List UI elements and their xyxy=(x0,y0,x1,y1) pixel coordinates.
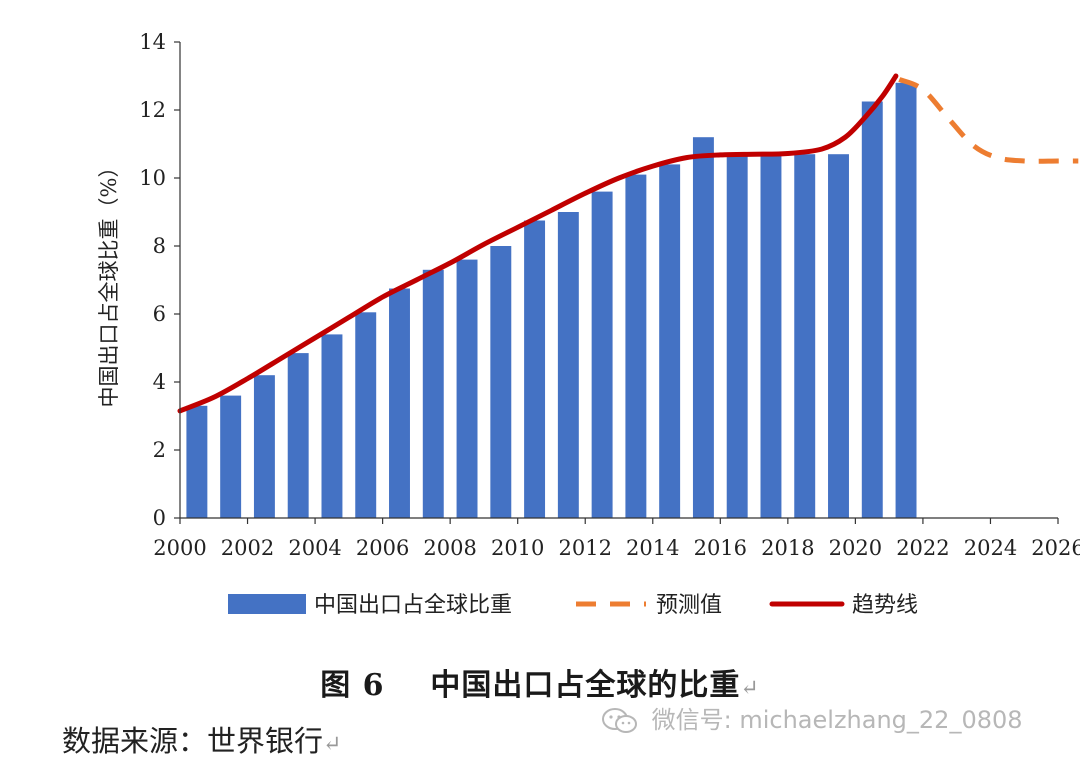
bar-2018 xyxy=(794,154,816,518)
x-tick-label: 2006 xyxy=(356,536,409,560)
bar-2015 xyxy=(692,137,714,518)
x-tick-label: 2018 xyxy=(761,536,814,560)
y-axis-label: 中国出口占全球比重（%） xyxy=(97,157,121,408)
bar-2021 xyxy=(895,82,917,519)
x-tick-label: 2014 xyxy=(626,536,679,560)
watermark: 微信号: michaelzhang_22_0808 xyxy=(600,700,1023,735)
y-axis: 0 2 4 6 8 10 12 14 xyxy=(139,30,181,530)
y-tick-label: 0 xyxy=(153,506,166,530)
legend-label: 中国出口占全球比重 xyxy=(314,593,512,618)
watermark-text: 微信号: michaelzhang_22_0808 xyxy=(651,706,1023,734)
x-tick-label: 2004 xyxy=(288,536,341,560)
wechat-icon xyxy=(602,708,637,733)
forecast-line xyxy=(898,77,1079,164)
x-tick-label: 2016 xyxy=(694,536,747,560)
bar-2001 xyxy=(220,395,242,518)
x-tick-label: 2000 xyxy=(153,536,206,560)
figure-number: 图 6 xyxy=(320,668,385,703)
bar-2020 xyxy=(861,101,883,518)
data-source: 数据来源：世界银行↵ xyxy=(62,718,341,760)
x-tick-label: 2022 xyxy=(896,536,949,560)
bar-2010 xyxy=(524,220,546,518)
y-tick-label: 6 xyxy=(153,302,166,326)
bar-2016 xyxy=(726,154,748,518)
bar-2007 xyxy=(422,269,444,518)
bar-2019 xyxy=(828,154,849,518)
bar-2017 xyxy=(760,154,782,518)
x-tick-label: 2012 xyxy=(559,536,612,560)
bar-2005 xyxy=(355,312,377,518)
figure-title: 中国出口占全球的比重 xyxy=(430,668,741,703)
y-tick-label: 12 xyxy=(139,98,166,122)
bar-2014 xyxy=(659,164,681,518)
x-tick-label: 2026 xyxy=(1031,536,1080,560)
x-axis: 2000 2002 2004 2006 2008 2010 2012 2014 2016 2018… xyxy=(153,517,1080,560)
x-tick-label: 2020 xyxy=(829,536,882,560)
legend-label: 趋势线 xyxy=(852,593,918,618)
return-mark: ↵ xyxy=(323,732,342,757)
bar-2002 xyxy=(253,375,275,518)
y-tick-label: 14 xyxy=(139,30,166,54)
y-tick-label: 4 xyxy=(153,370,166,394)
legend: 中国出口占全球比重 预测值 趋势线 xyxy=(228,593,918,618)
bar-2004 xyxy=(321,334,343,518)
bar-2006 xyxy=(389,288,410,518)
bar-2013 xyxy=(625,174,647,518)
bar-2011 xyxy=(557,212,579,518)
y-tick-label: 2 xyxy=(153,438,166,462)
return-mark: ↵ xyxy=(740,676,760,701)
x-tick-label: 2002 xyxy=(221,536,274,560)
legend-swatch-bar xyxy=(228,594,306,614)
y-tick-label: 10 xyxy=(139,166,166,190)
plot-area xyxy=(177,73,1079,519)
y-tick-label: 8 xyxy=(153,234,166,258)
figure-caption: 图 6 中国出口占全球的比重↵ xyxy=(0,660,1080,704)
x-tick-label: 2010 xyxy=(491,536,544,560)
data-source-text: 数据来源：世界银行 xyxy=(62,724,324,758)
chart: 0 2 4 6 8 10 12 14 2000 2002 2004 2006 2008 2010 2012… xyxy=(97,30,1080,618)
bar-2003 xyxy=(287,353,309,518)
x-tick-label: 2024 xyxy=(964,536,1017,560)
legend-label: 预测值 xyxy=(656,593,722,618)
bar-2012 xyxy=(591,191,613,518)
bar-2000 xyxy=(186,405,208,518)
bar-2009 xyxy=(490,246,512,518)
bar-2008 xyxy=(456,259,478,518)
x-tick-label: 2008 xyxy=(423,536,476,560)
trend-line xyxy=(177,73,899,414)
